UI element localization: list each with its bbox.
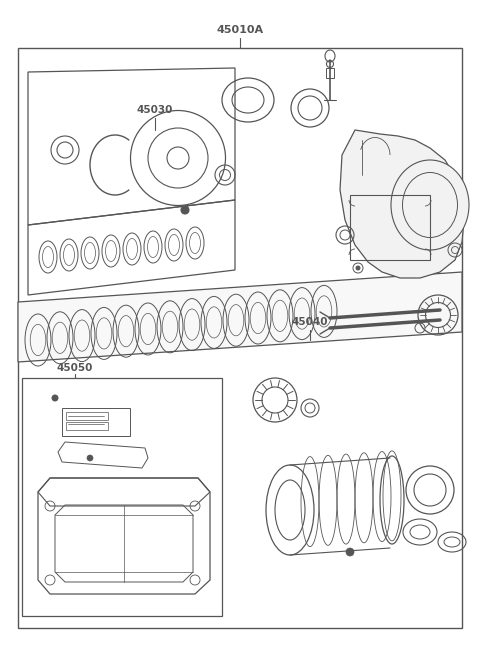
Bar [62,408,130,436]
Polygon shape [18,272,462,362]
Circle shape [346,548,354,556]
Bar [350,195,430,260]
Circle shape [356,266,360,270]
Circle shape [181,206,189,214]
Bar [66,412,108,420]
Bar [18,48,462,628]
Text: 45050: 45050 [57,363,93,373]
Bar [326,68,334,78]
Text: 45030: 45030 [137,105,173,115]
Bar [66,422,108,430]
Text: 45010A: 45010A [216,25,264,35]
Polygon shape [340,130,464,278]
Ellipse shape [391,160,469,250]
Text: 45040: 45040 [292,317,328,327]
Circle shape [52,395,58,401]
Bar [22,378,222,616]
Circle shape [87,455,93,461]
